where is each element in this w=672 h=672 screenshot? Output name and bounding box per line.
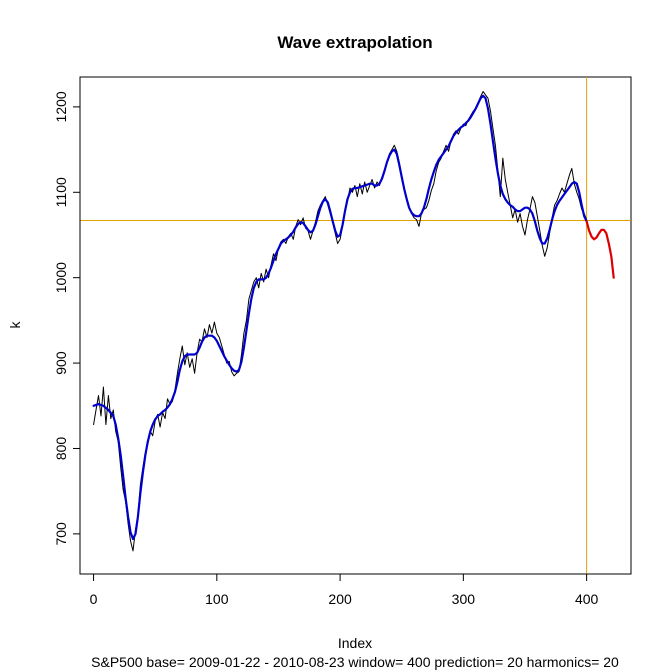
y-tick-label: 1100 bbox=[53, 177, 69, 207]
series-line-fit bbox=[92, 94, 588, 541]
x-tick-label: 300 bbox=[452, 591, 476, 607]
y-tick-label: 800 bbox=[53, 437, 69, 461]
reference-lines bbox=[80, 77, 631, 574]
x-axis: 0 100 200 300 400 bbox=[90, 573, 599, 607]
y-tick-label: 900 bbox=[53, 351, 69, 375]
x-axis-label: Index bbox=[338, 635, 372, 651]
chart-title: Wave extrapolation bbox=[277, 33, 432, 52]
y-tick-label: 700 bbox=[53, 522, 69, 546]
series-line-price bbox=[93, 91, 588, 552]
plot-frame bbox=[79, 76, 632, 575]
y-tick-label: 1000 bbox=[53, 262, 69, 293]
x-tick-label: 100 bbox=[205, 591, 229, 607]
y-axis-label: k bbox=[7, 321, 23, 329]
x-tick-label: 200 bbox=[328, 591, 352, 607]
chart-subtitle: S&P500 base= 2009-01-22 - 2010-08-23 win… bbox=[91, 654, 619, 670]
x-tick-label: 0 bbox=[90, 591, 98, 607]
y-tick-label: 1200 bbox=[53, 91, 69, 122]
x-tick-label: 400 bbox=[575, 591, 599, 607]
series-layer bbox=[92, 91, 615, 552]
y-axis: 700 800 900 1000 1100 1200 bbox=[53, 91, 81, 546]
series-line-prediction bbox=[585, 220, 615, 279]
